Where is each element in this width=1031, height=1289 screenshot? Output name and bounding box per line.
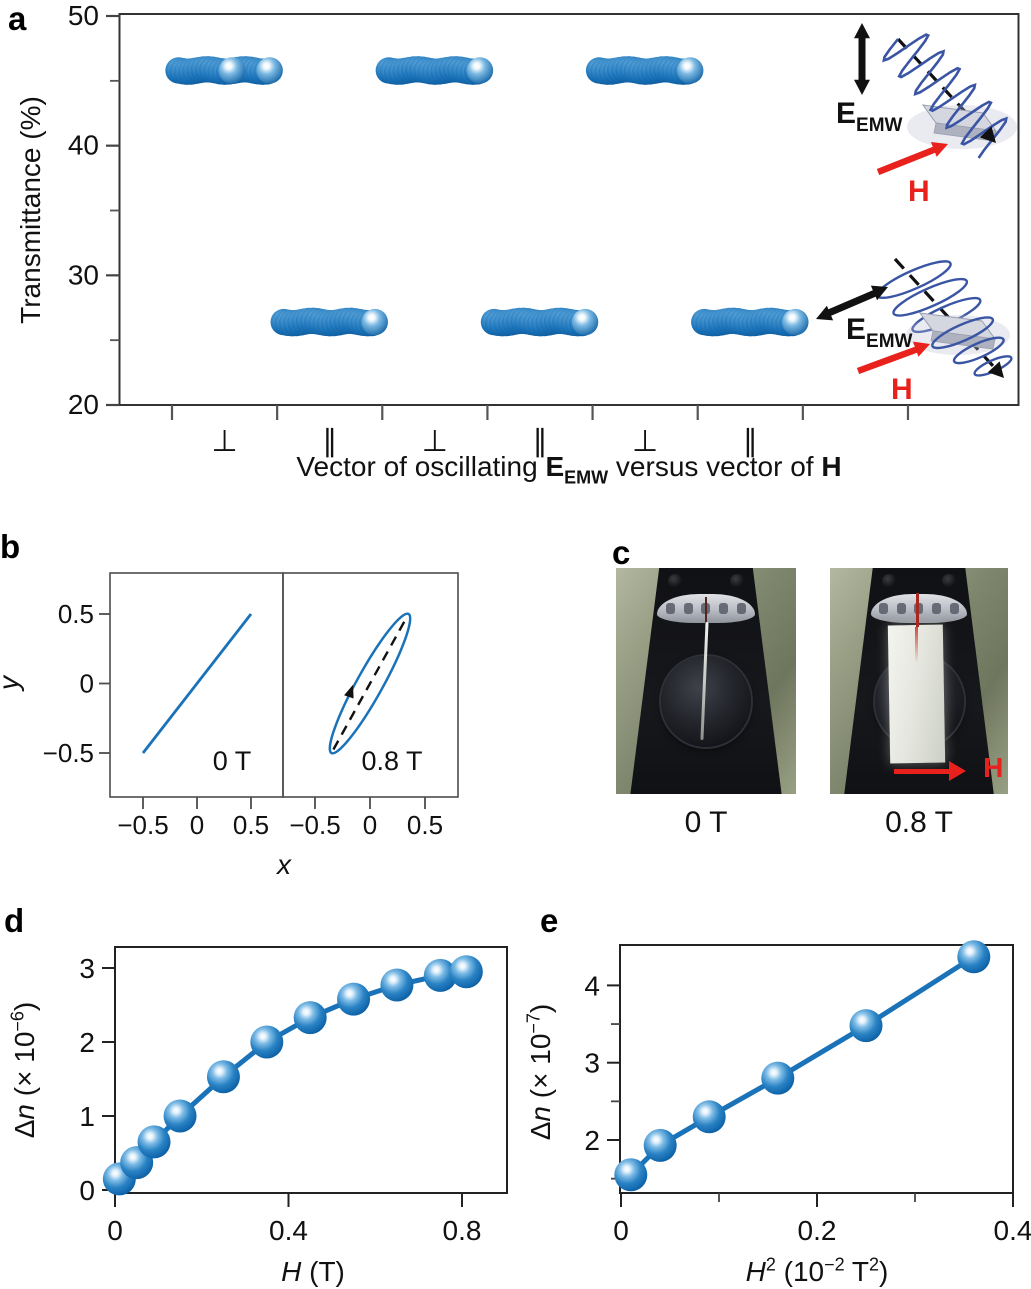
svg-text:2: 2: [79, 1027, 95, 1058]
svg-text:Δn (× 10−7): Δn (× 10−7): [523, 1004, 556, 1141]
svg-text:0.4: 0.4: [269, 1215, 308, 1246]
svg-text:H2 (10−2 T2): H2 (10−2 T2): [746, 1254, 889, 1287]
scale-mark: [879, 603, 889, 615]
h-field-arrowhead-icon: [949, 761, 967, 782]
svg-text:0: 0: [107, 1215, 123, 1246]
svg-text:0.5: 0.5: [407, 810, 443, 840]
svg-text:x: x: [275, 849, 292, 880]
svg-text:0.8 T: 0.8 T: [361, 746, 422, 776]
inset-E-par-H: EEMW H: [816, 257, 1013, 406]
panel-letter-e: e: [540, 902, 559, 939]
screw-icon: [881, 573, 896, 588]
sample-photo-0p8T: H: [830, 568, 1008, 794]
screw-icon: [942, 573, 957, 588]
svg-text:0: 0: [80, 669, 94, 699]
svg-text:1: 1: [79, 1101, 95, 1132]
svg-text:0: 0: [79, 1175, 95, 1206]
scale-mark: [736, 603, 746, 615]
svg-text:−0.5: −0.5: [117, 810, 168, 840]
svg-text:−0.5: −0.5: [289, 810, 340, 840]
svg-text:3: 3: [584, 1048, 600, 1079]
svg-text:0.5: 0.5: [233, 810, 269, 840]
svg-text:H: H: [891, 373, 913, 406]
svg-text:Transmittance (%): Transmittance (%): [15, 96, 46, 324]
scale-mark: [896, 603, 906, 615]
scale-mark: [932, 603, 941, 615]
svg-text:EEMW: EEMW: [836, 97, 903, 136]
sample-photo-0T: [616, 568, 796, 794]
h-field-label: H: [983, 751, 1004, 783]
transmittance-chart: 20 30 40 50 Transmittance (%) ⊥ ∥ ⊥ ∥ ⊥ ∥Vector of…: [15, 0, 1020, 487]
suspension-wire: [916, 592, 919, 627]
scale-mark: [683, 603, 693, 615]
svg-text:2: 2: [584, 1125, 600, 1156]
svg-text:50: 50: [68, 0, 99, 31]
svg-text:0.4: 0.4: [994, 1215, 1031, 1246]
svg-text:∥: ∥: [743, 425, 758, 458]
svg-text:∥: ∥: [322, 425, 337, 458]
svg-text:20: 20: [68, 389, 99, 420]
panel-letter-a: a: [8, 0, 27, 37]
svg-text:0: 0: [363, 810, 377, 840]
svg-text:0.2: 0.2: [798, 1215, 837, 1246]
svg-text:−0.5: −0.5: [43, 738, 94, 768]
scale-mark: [666, 603, 676, 615]
panel-letter-d: d: [4, 902, 25, 939]
suspension-wire: [704, 597, 707, 627]
wire-reflection: [915, 626, 919, 663]
scale-mark: [949, 603, 959, 615]
svg-text:H: H: [908, 175, 930, 208]
transmittance-segments: [165, 56, 809, 337]
svg-text:Δn (× 10−6): Δn (× 10−6): [7, 1002, 40, 1139]
svg-text:∥: ∥: [532, 425, 547, 458]
svg-text:H (T): H (T): [281, 1256, 345, 1287]
delta-n-vs-H-chart: 0 1 2 3 0 0.4 0.8 H (T) Δn (× 10−6): [7, 946, 508, 1287]
svg-text:0.8: 0.8: [443, 1215, 482, 1246]
screw-icon: [729, 573, 744, 588]
screw-icon: [668, 573, 683, 588]
panel-letter-c: c: [612, 534, 631, 571]
svg-text:4: 4: [584, 970, 600, 1001]
svg-text:0.5: 0.5: [58, 599, 94, 629]
scale-mark: [914, 603, 924, 615]
svg-text:y: y: [0, 674, 24, 692]
inset-E-perp-H: EEMW H: [836, 23, 1017, 208]
scale-band: [870, 593, 968, 624]
h-field-arrow-icon: [894, 768, 952, 774]
photo-caption-0p8T: 0.8 T: [885, 806, 953, 839]
svg-text:Vector of oscillating EEMW ver: Vector of oscillating EEMW versus vector…: [296, 451, 841, 487]
delta-n-vs-H2-chart: 2 3 4 0 0.2 0.4 H2 (10−2 T2) Δn (× 10−7): [523, 940, 1031, 1287]
svg-text:3: 3: [79, 953, 95, 984]
svg-text:⊥: ⊥: [422, 425, 448, 458]
svg-text:0 T: 0 T: [213, 746, 252, 776]
scale-mark: [719, 603, 729, 615]
svg-text:30: 30: [68, 259, 99, 290]
svg-text:0: 0: [613, 1215, 629, 1246]
svg-text:⊥: ⊥: [632, 425, 658, 458]
panel-letter-b: b: [0, 528, 21, 565]
svg-text:40: 40: [68, 130, 99, 161]
svg-text:EEMW: EEMW: [846, 313, 913, 352]
svg-text:⊥: ⊥: [211, 425, 237, 458]
svg-text:0: 0: [190, 810, 204, 840]
photo-caption-0T: 0 T: [684, 806, 728, 839]
